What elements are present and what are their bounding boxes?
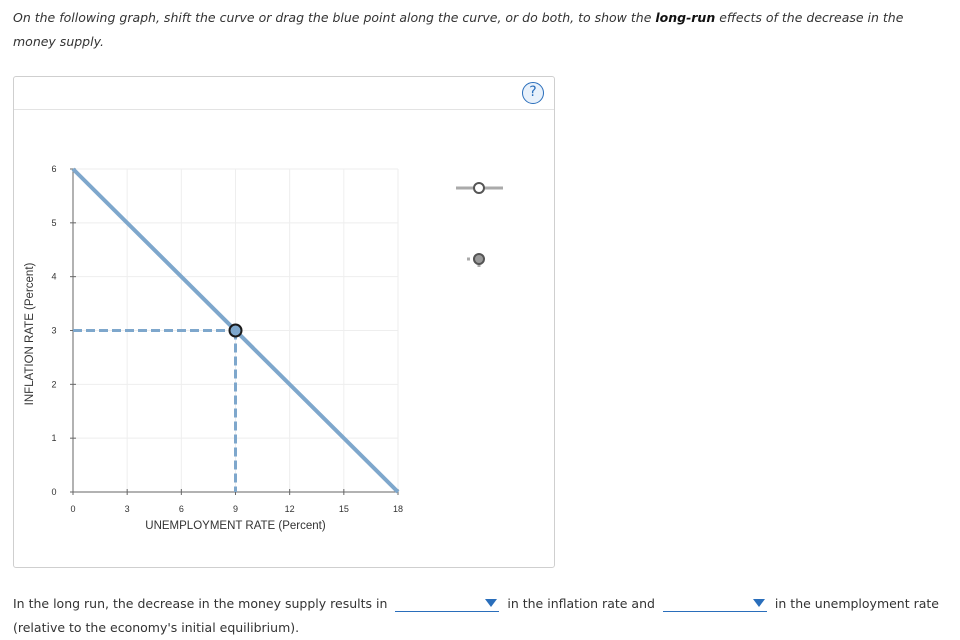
y-tick-label: 3 bbox=[51, 326, 56, 336]
answer-text-3: in the unemployment rate bbox=[774, 596, 939, 611]
point-tool-icon[interactable] bbox=[473, 253, 485, 265]
x-tick-label: 18 bbox=[393, 504, 403, 514]
graph-panel: ? bbox=[13, 76, 555, 568]
question-prompt: On the following graph, shift the curve … bbox=[13, 6, 943, 54]
x-tick-label: 12 bbox=[285, 504, 295, 514]
answer-text-1: In the long run, the decrease in the mon… bbox=[13, 596, 388, 611]
prompt-text-2: effects of the decrease in the money sup… bbox=[13, 10, 904, 49]
unemployment-change-dropdown[interactable] bbox=[662, 593, 767, 612]
x-tick-label: 0 bbox=[70, 504, 75, 514]
answer-text-4: (relative to the economy's initial equil… bbox=[13, 620, 300, 635]
y-tick-label: 2 bbox=[51, 379, 56, 389]
equilibrium-point[interactable] bbox=[228, 323, 243, 338]
y-tick-label: 1 bbox=[51, 433, 56, 443]
help-button[interactable]: ? bbox=[522, 82, 544, 104]
answer-sentence: In the long run, the decrease in the mon… bbox=[13, 592, 948, 640]
y-tick-label: 0 bbox=[51, 487, 56, 497]
y-axis-title: INFLATION RATE (Percent) bbox=[24, 262, 36, 405]
y-tick-label: 5 bbox=[51, 218, 56, 228]
panel-toolbar: ? bbox=[14, 77, 554, 110]
x-tick-label: 15 bbox=[339, 504, 349, 514]
x-tick-label: 9 bbox=[233, 504, 238, 514]
answer-text-2: in the inflation rate and bbox=[507, 596, 655, 611]
prompt-emphasis: long-run bbox=[655, 10, 716, 25]
curve-tool-handle-icon bbox=[473, 182, 485, 194]
chevron-down-icon bbox=[485, 599, 498, 607]
y-tick-label: 6 bbox=[51, 164, 56, 174]
inflation-change-dropdown[interactable] bbox=[395, 593, 500, 612]
x-axis-title: UNEMPLOYMENT RATE (Percent) bbox=[145, 520, 326, 532]
y-tick-label: 4 bbox=[51, 272, 56, 282]
chevron-down-icon bbox=[752, 599, 765, 607]
x-tick-label: 3 bbox=[125, 504, 130, 514]
prompt-text-1: On the following graph, shift the curve … bbox=[13, 10, 656, 25]
x-tick-label: 6 bbox=[179, 504, 184, 514]
